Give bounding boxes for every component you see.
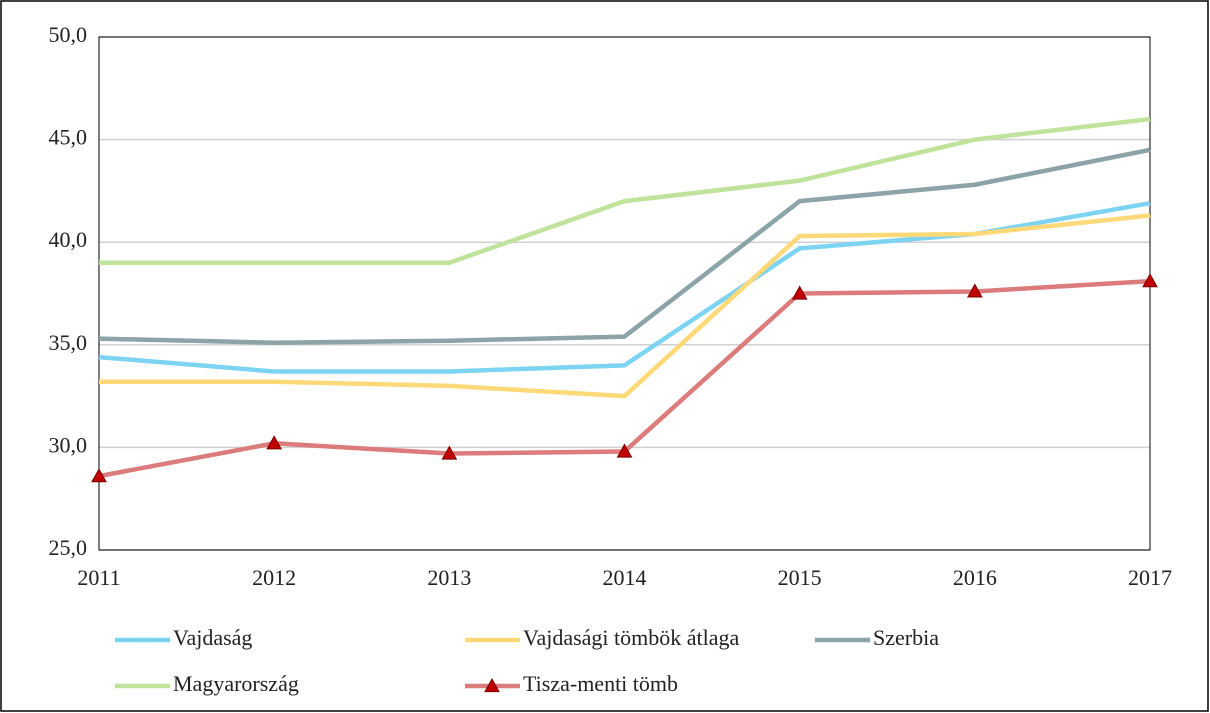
x-tick-label: 2012 [252,565,296,590]
series-line [99,213,1151,399]
series-line [99,116,1151,265]
point-marker [91,468,107,483]
legend-label: Szerbia [873,625,939,650]
series-line [98,147,1151,345]
y-tick-label: 50,0 [49,22,88,47]
x-tick-label: 2011 [77,565,120,590]
y-tick-label: 25,0 [49,535,88,560]
legend-label: Vajdaság [173,625,252,650]
legend-marker [484,677,500,693]
x-tick-label: 2015 [778,565,822,590]
point-marker [441,445,458,460]
y-tick-label: 35,0 [49,330,88,355]
point-marker [1142,273,1158,288]
point-marker [966,283,983,298]
x-tick-label: 2016 [953,565,997,590]
legend-label: Magyarország [173,671,299,696]
point-marker [791,285,808,300]
legend-label: Tisza-menti tömb [523,671,678,696]
legend-label: Vajdasági tömbök átlaga [523,625,740,650]
y-tick-label: 30,0 [49,432,88,457]
x-tick-label: 2017 [1128,565,1172,590]
y-tick-label: 40,0 [49,227,88,252]
y-tick-label: 45,0 [49,125,88,150]
plot-border [98,36,1151,551]
x-tick-label: 2013 [427,565,471,590]
x-tick-label: 2014 [603,565,647,590]
point-marker [616,443,633,458]
point-marker [266,435,283,450]
